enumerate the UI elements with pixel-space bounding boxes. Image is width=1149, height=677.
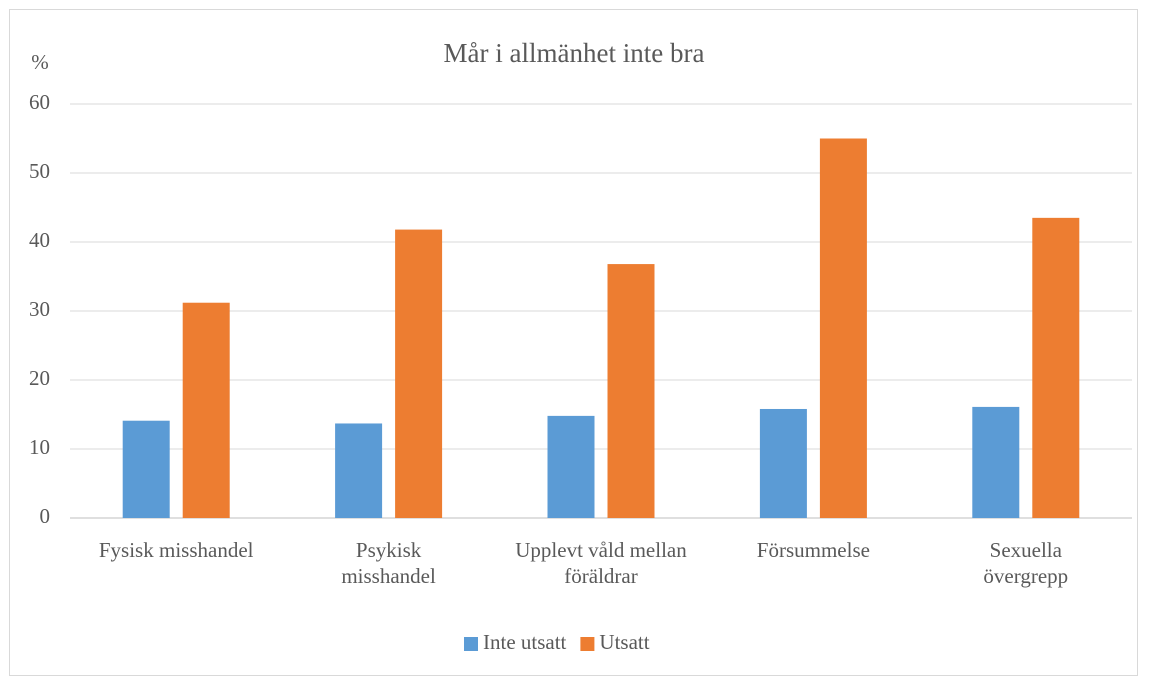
bar: [759, 408, 807, 518]
y-tick-label: 30: [29, 297, 50, 321]
bar: [1032, 217, 1080, 518]
bar: [547, 415, 595, 518]
x-tick-label: Försummelse: [756, 538, 870, 562]
y-tick-label: 20: [29, 366, 50, 390]
bar: [335, 423, 383, 518]
bar: [182, 302, 230, 518]
x-tick-label: Upplevt våld mellan föräldrar: [515, 538, 687, 588]
legend-swatch: [580, 637, 595, 651]
legend-label: Utsatt: [599, 630, 649, 654]
bar: [972, 406, 1020, 518]
bar: [395, 229, 443, 518]
x-tick-label: Fysisk misshandel: [98, 538, 254, 562]
y-tick-label: 40: [29, 228, 50, 252]
legend-label: Inte utsatt: [483, 630, 567, 654]
y-tick-label: 0: [40, 504, 51, 528]
bar: [607, 264, 655, 518]
chart-frame: [9, 9, 1138, 676]
y-axis-label: %: [31, 50, 49, 74]
chart-title: Mår i allmänhet inte bra: [444, 38, 705, 68]
bar: [819, 138, 867, 518]
legend-swatch: [464, 637, 478, 651]
y-tick-label: 60: [29, 90, 50, 114]
y-tick-label: 50: [29, 159, 50, 183]
x-tick-label: Psykisk misshandel: [341, 538, 436, 588]
x-tick-label: Sexuella övergrepp: [983, 538, 1069, 588]
y-tick-label: 10: [29, 435, 50, 459]
bar: [122, 420, 170, 518]
